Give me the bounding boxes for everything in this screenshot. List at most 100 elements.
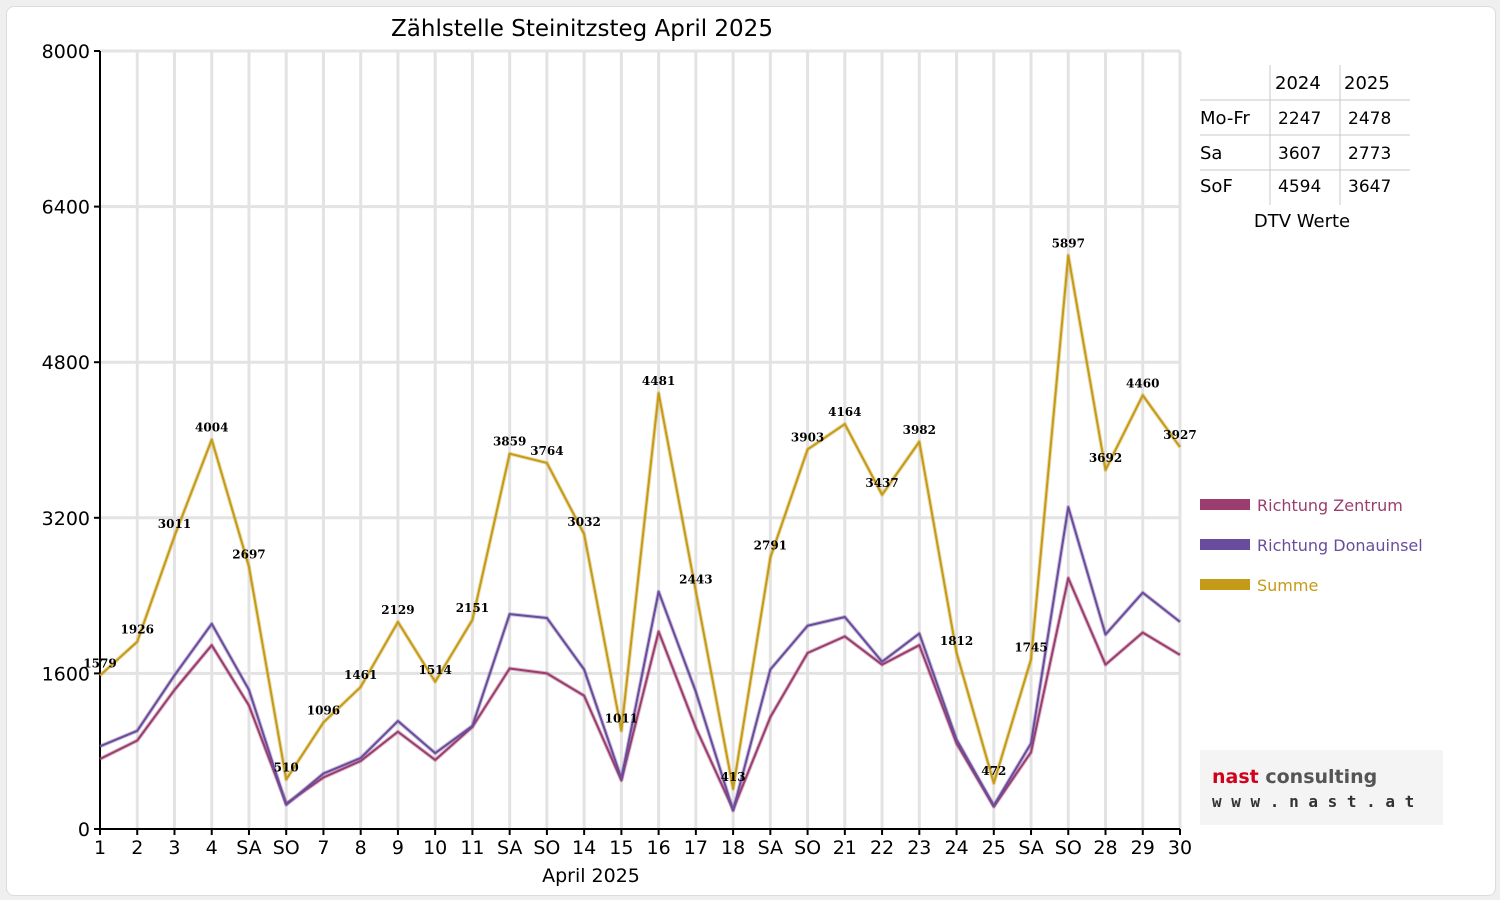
- y-tick-label: 8000: [42, 41, 90, 63]
- axes: [94, 50, 1181, 835]
- x-tick-label: 10: [423, 837, 447, 859]
- legend-label: Richtung Donauinsel: [1257, 536, 1423, 555]
- data-label: 1745: [1014, 640, 1047, 654]
- table-cell: 2478: [1348, 109, 1391, 129]
- data-label: 1812: [940, 634, 973, 648]
- x-tick-label: 25: [982, 837, 1006, 859]
- x-tick-label: 15: [609, 837, 633, 859]
- x-axis-label: April 2025: [542, 865, 640, 887]
- x-tick-label: 28: [1093, 837, 1117, 859]
- data-label: 2151: [456, 601, 489, 615]
- x-tick-label: SA: [1018, 837, 1043, 859]
- logo-text-line1: nast consulting: [1212, 766, 1377, 788]
- x-tick-label: 23: [907, 837, 931, 859]
- legend-swatch: [1200, 499, 1250, 510]
- data-label: 1579: [83, 656, 116, 670]
- data-label: 1461: [344, 668, 377, 682]
- series-line-richtung-donauinsel: [99, 506, 1181, 812]
- x-tick-label: 9: [392, 837, 404, 859]
- x-tick-label: SO: [273, 837, 300, 859]
- data-label: 3764: [530, 444, 563, 458]
- x-tick-label: 16: [647, 837, 671, 859]
- x-tick-label: 18: [721, 837, 745, 859]
- data-label: 3032: [567, 515, 600, 529]
- data-label: 2443: [679, 572, 712, 586]
- x-tick-label: 7: [317, 837, 329, 859]
- x-tick-label: 8: [355, 837, 367, 859]
- x-tick-label: 1: [94, 837, 106, 859]
- data-label: 3692: [1089, 451, 1122, 465]
- dtv-table: 2024 2025 Mo-Fr 2247 2478 Sa 3607 2773 S…: [1200, 65, 1410, 232]
- x-tick-label: 4: [206, 837, 218, 859]
- x-tick-label: 2: [131, 837, 143, 859]
- x-tick-label: SO: [1055, 837, 1082, 859]
- x-tick-label: 29: [1131, 837, 1155, 859]
- y-tick-label: 6400: [42, 197, 90, 219]
- table-row-label: Mo-Fr: [1200, 108, 1250, 129]
- data-label: 2697: [232, 548, 265, 562]
- x-tick-label: 17: [684, 837, 708, 859]
- data-label: 2791: [754, 539, 787, 553]
- data-label: 1514: [418, 663, 451, 677]
- logo-brand-nast: nast: [1212, 766, 1259, 788]
- data-label: 3859: [493, 435, 526, 449]
- data-label: 4164: [828, 405, 861, 419]
- table-cell: 2247: [1278, 109, 1321, 129]
- x-tick-labels: 1 2 3 4 SA SO 7 8 9 10 11 SA SO 14 15 16 17 18 SA SO 21 22 23 2…: [94, 837, 1192, 859]
- table-cell: 2773: [1348, 144, 1391, 164]
- data-label: 510: [274, 760, 299, 774]
- y-tick-label: 3200: [42, 508, 90, 530]
- logo-brand-consulting: consulting: [1259, 766, 1378, 788]
- x-tick-label: 3: [168, 837, 180, 859]
- nast-consulting-logo: nast consulting w w w . n a s t . a t: [1200, 750, 1443, 825]
- legend-label: Summe: [1257, 576, 1318, 595]
- data-label: 3927: [1163, 428, 1196, 442]
- y-tick-label: 0: [78, 819, 90, 841]
- data-label: 5897: [1052, 237, 1085, 251]
- table-cell: 3647: [1348, 177, 1391, 197]
- y-tick-labels: 0 1600 3200 4800 6400 8000: [42, 41, 90, 841]
- table-row-label: SoF: [1200, 176, 1233, 197]
- table-cell: 3607: [1278, 144, 1321, 164]
- x-tick-label: 24: [944, 837, 968, 859]
- x-tick-label: SA: [236, 837, 261, 859]
- legend: Richtung Zentrum Richtung Donauinsel Summe: [1200, 496, 1423, 595]
- x-tick-label: SA: [758, 837, 783, 859]
- grid-lines: [100, 49, 1182, 829]
- x-tick-label: SA: [497, 837, 522, 859]
- table-caption: DTV Werte: [1254, 211, 1350, 232]
- data-label: 1011: [605, 712, 638, 726]
- data-label: 3437: [865, 476, 898, 490]
- legend-swatch: [1200, 539, 1250, 550]
- table-cell: 4594: [1278, 177, 1321, 197]
- y-tick-label: 4800: [42, 352, 90, 374]
- data-label: 2129: [381, 603, 414, 617]
- legend-label: Richtung Zentrum: [1257, 496, 1403, 515]
- y-tick-label: 1600: [42, 663, 90, 685]
- legend-swatch: [1200, 579, 1250, 590]
- table-header-2025: 2025: [1344, 73, 1390, 94]
- data-label: 472: [981, 764, 1006, 778]
- data-label: 1926: [121, 623, 154, 637]
- data-label: 4004: [195, 421, 228, 435]
- logo-url: w w w . n a s t . a t: [1212, 792, 1414, 811]
- data-label: 3011: [158, 517, 191, 531]
- x-tick-label: SO: [794, 837, 821, 859]
- x-tick-label: 30: [1168, 837, 1192, 859]
- data-label: 4460: [1126, 376, 1159, 390]
- logo-background: [1200, 750, 1443, 825]
- table-header-2024: 2024: [1275, 73, 1321, 94]
- chart-title: Zählstelle Steinitzsteg April 2025: [391, 16, 773, 42]
- series-lines: [98, 253, 1182, 813]
- series-line-summe: [99, 254, 1181, 790]
- data-label: 3903: [791, 430, 824, 444]
- data-labels: 1579 1926 3011 4004 2697 510 1096 1461 2129 1514 2…: [83, 237, 1196, 784]
- chart-frame: [6, 6, 1496, 896]
- x-tick-label: 14: [572, 837, 596, 859]
- x-tick-label: SO: [533, 837, 560, 859]
- data-label: 3982: [903, 423, 936, 437]
- data-label: 413: [721, 770, 746, 784]
- x-tick-label: 11: [460, 837, 484, 859]
- x-tick-label: 21: [833, 837, 857, 859]
